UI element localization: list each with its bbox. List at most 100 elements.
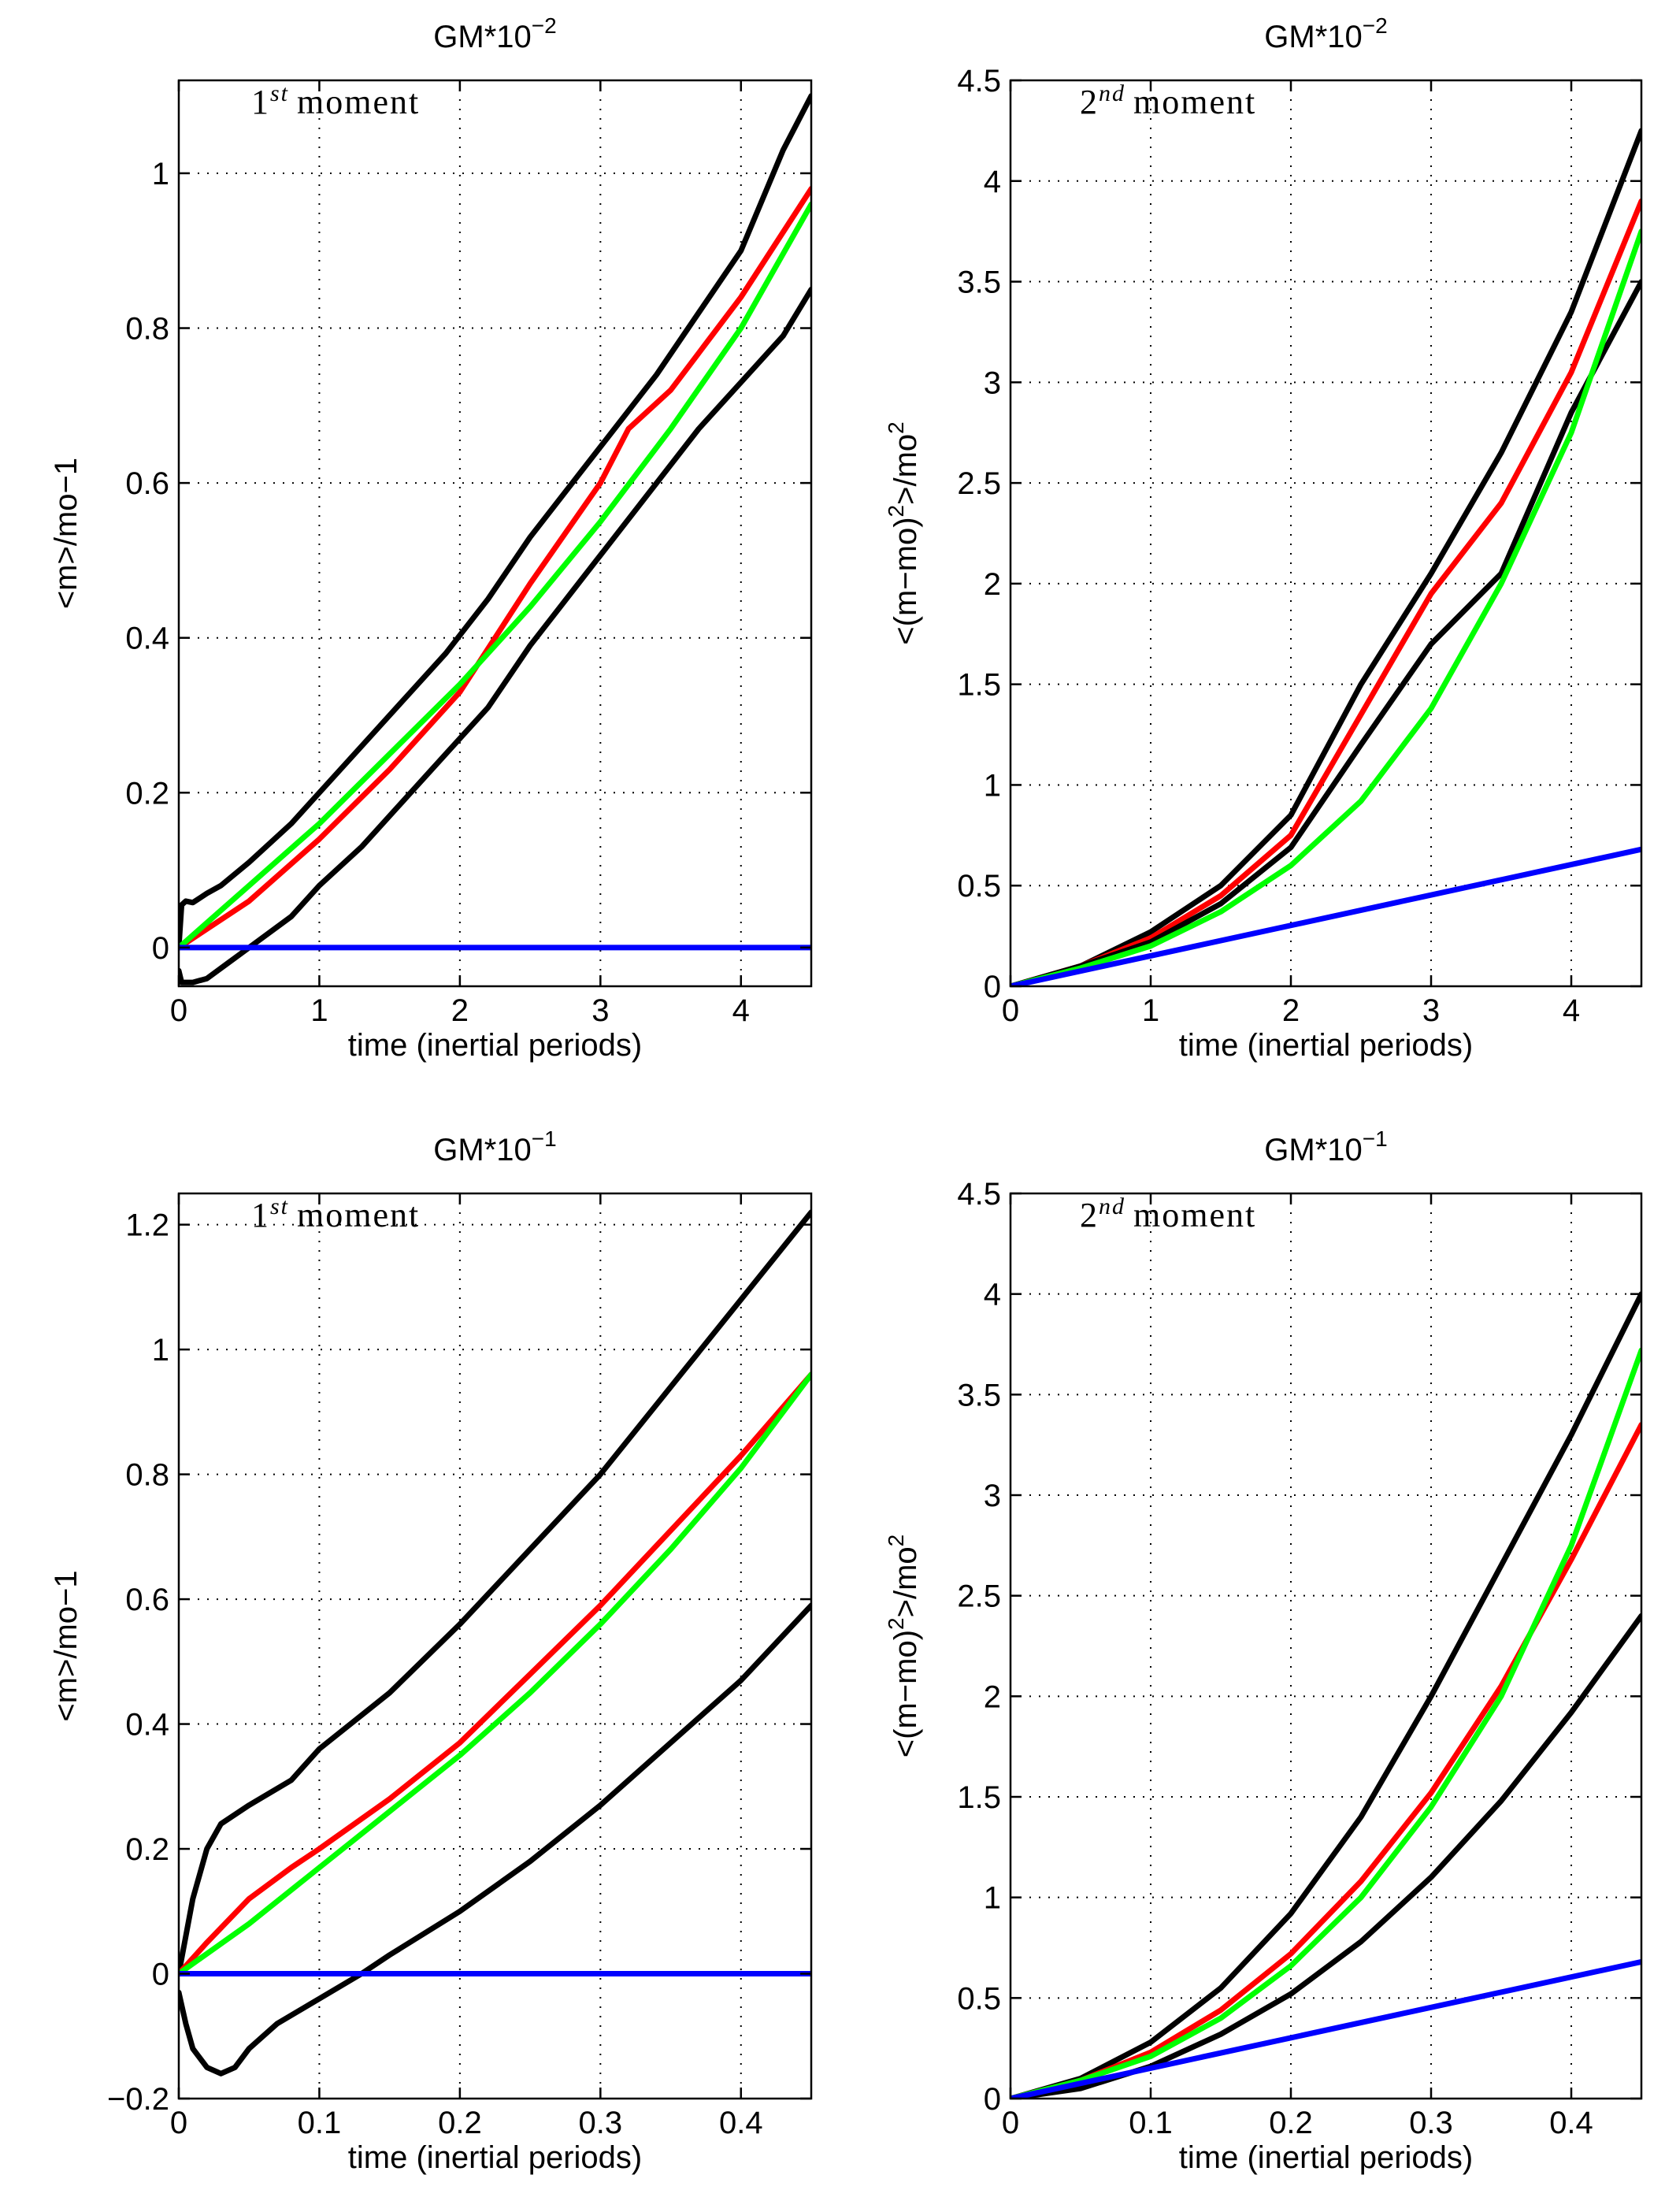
series-line-1	[1010, 128, 1641, 986]
annotation-number: 1	[251, 1196, 270, 1234]
annotation-number: 2	[1080, 83, 1099, 121]
x-tick-label: 0.4	[1549, 2106, 1593, 2140]
y-tick-label: 0.6	[125, 466, 169, 501]
x-tick-label: 2	[1282, 993, 1300, 1028]
y-tick-label: 2.5	[957, 1579, 1001, 1614]
chart-title: GM*10−1	[433, 1126, 556, 1167]
annotation-ordinal: nd	[1099, 80, 1125, 106]
x-tick-label: 4	[1563, 993, 1580, 1028]
series-line-3	[1010, 1347, 1641, 2099]
x-tick-label: 0.2	[1269, 2106, 1313, 2140]
x-axis-label: time (inertial periods)	[348, 2140, 642, 2175]
moment-annotation: 2nd moment	[1080, 80, 1256, 121]
y-tick-label: 0	[152, 931, 169, 966]
series-line-2	[179, 1371, 811, 1976]
x-tick-label: 4	[732, 993, 750, 1028]
y-tick-label: 1	[984, 768, 1001, 803]
y-tick-label: 0.4	[125, 622, 169, 656]
x-tick-label: 0.2	[438, 2106, 482, 2140]
chart-title-exponent: −2	[532, 13, 557, 38]
y-axis-label: <m>/mo−1	[49, 458, 83, 609]
series-line-4	[1010, 1613, 1641, 2099]
y-label-superscript: 2	[884, 505, 908, 518]
chart-title-exponent: −1	[1363, 1126, 1388, 1151]
chart-title-exponent: −2	[1363, 13, 1388, 38]
y-axis-label: <(m−mo)2>/mo2	[884, 421, 923, 644]
y-tick-label: 2.5	[957, 466, 1001, 501]
series-line-1	[179, 93, 811, 951]
y-tick-label: 0.8	[125, 1458, 169, 1493]
y-tick-label: 0.8	[125, 312, 169, 347]
y-label-part: <(m−mo)	[888, 1630, 923, 1757]
y-tick-label: 4	[984, 1278, 1001, 1312]
series-line-3	[1010, 279, 1641, 986]
y-tick-label: 1	[984, 1881, 1001, 1916]
x-tick-label: 0.4	[719, 2106, 763, 2140]
y-tick-label: 0.2	[125, 1832, 169, 1867]
y-tick-label: 2	[984, 1679, 1001, 1714]
plot-frame	[177, 79, 813, 988]
y-tick-label: 0.6	[125, 1583, 169, 1617]
chart-title-exponent: −1	[532, 1126, 557, 1151]
plot-frame	[177, 1192, 813, 2100]
x-axis-label: time (inertial periods)	[1179, 1028, 1473, 1063]
y-tick-label: 3	[984, 366, 1001, 400]
annotation-ordinal: st	[270, 80, 289, 106]
annotation-word: moment	[297, 1196, 420, 1234]
annotation-word: moment	[1133, 83, 1256, 121]
series-line-2	[179, 186, 811, 951]
y-tick-label: −0.2	[107, 2082, 169, 2117]
x-tick-label: 0	[1002, 2106, 1019, 2140]
y-label-part: >/mo	[888, 1546, 923, 1617]
y-axis-label: <(m−mo)2>/mo2	[884, 1535, 923, 1757]
y-tick-label: 0.5	[957, 869, 1001, 904]
y-axis-label: <m>/mo−1	[49, 1570, 83, 1721]
x-tick-label: 1	[310, 993, 328, 1028]
x-tick-label: 0.3	[1409, 2106, 1453, 2140]
y-tick-label: 4.5	[957, 1177, 1001, 1212]
y-tick-label: 0.4	[125, 1708, 169, 1743]
series-line-5	[1010, 846, 1641, 986]
y-tick-label: 0.2	[125, 776, 169, 811]
chart-title: GM*10−1	[1264, 1126, 1387, 1167]
y-tick-label: 3.5	[957, 265, 1001, 300]
series-line-4	[179, 1602, 811, 2077]
y-tick-label: 0	[152, 1958, 169, 1992]
y-label-superscript: 2	[884, 421, 908, 434]
x-tick-label: 0	[1002, 993, 1019, 1028]
x-tick-label: 3	[1422, 993, 1440, 1028]
chart-panel-3: 0 0.1 0.2 0.3 0.4−0.200.20.40.60.811.2GM*10−…	[49, 1126, 813, 2175]
annotation-ordinal: st	[270, 1193, 289, 1219]
y-tick-label: 3	[984, 1479, 1001, 1513]
y-tick-label: 1.5	[957, 1780, 1001, 1815]
chart-title-base: GM*10	[1264, 20, 1363, 54]
y-tick-label: 1.2	[125, 1208, 169, 1243]
y-tick-label: 4.5	[957, 64, 1001, 98]
x-tick-label: 0	[170, 2106, 187, 2140]
y-tick-label: 2	[984, 567, 1001, 602]
chart-title: GM*10−2	[433, 13, 556, 54]
y-tick-label: 0.5	[957, 1981, 1001, 2016]
y-tick-label: 0	[984, 970, 1001, 1004]
y-label-superscript: 2	[884, 1617, 908, 1630]
x-tick-label: 1	[1142, 993, 1159, 1028]
y-tick-label: 0	[984, 2082, 1001, 2117]
x-tick-label: 0.1	[1129, 2106, 1173, 2140]
x-tick-label: 0.1	[298, 2106, 342, 2140]
plot-frame	[1009, 79, 1643, 988]
series-line-4	[1010, 228, 1641, 986]
moment-annotation: 2nd moment	[1080, 1193, 1256, 1234]
x-tick-label: 0.3	[579, 2106, 623, 2140]
y-tick-label: 4	[984, 165, 1001, 199]
x-axis-label: time (inertial periods)	[1179, 2140, 1473, 2175]
y-tick-label: 1.5	[957, 668, 1001, 703]
y-tick-label: 1	[152, 157, 169, 191]
plot-frame	[1009, 1192, 1643, 2100]
series-line-1	[179, 1209, 811, 1976]
moment-annotation: 1st moment	[251, 1193, 420, 1234]
annotation-ordinal: nd	[1099, 1193, 1125, 1219]
chart-title-base: GM*10	[433, 20, 532, 54]
